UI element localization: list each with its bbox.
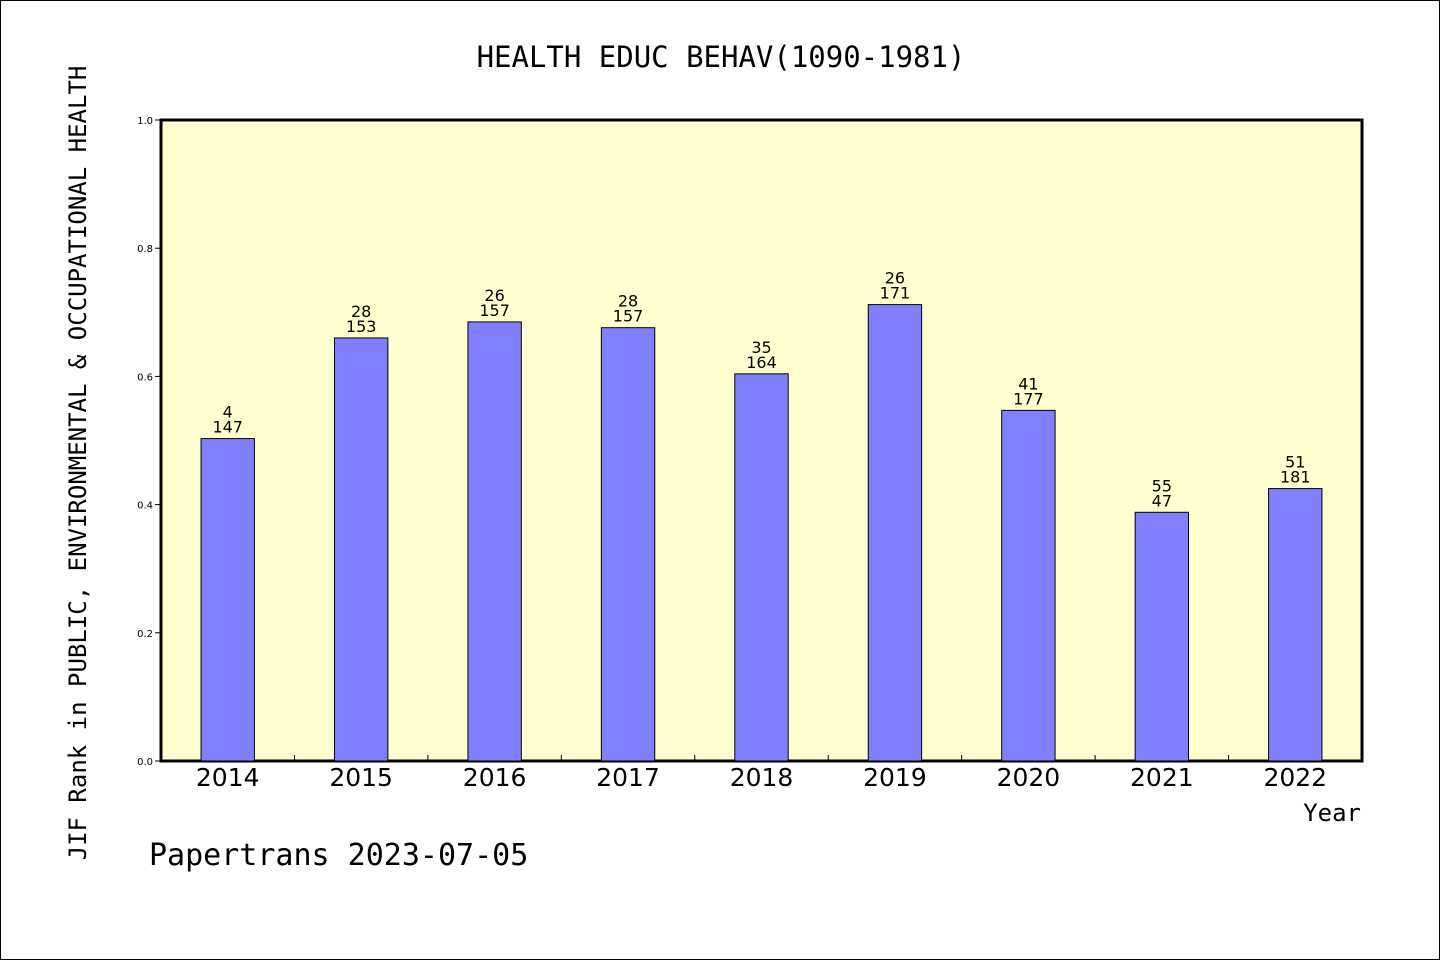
bar-total-label: 157	[613, 307, 644, 326]
footer-text: Papertrans 2023-07-05	[149, 838, 528, 873]
bar	[867, 304, 923, 762]
bar-series	[200, 304, 1323, 762]
bar	[1134, 511, 1190, 762]
x-tick-label: 2020	[997, 763, 1061, 792]
bar	[333, 337, 389, 762]
bar-total-label: 181	[1280, 468, 1311, 487]
bar	[600, 327, 656, 762]
bar-total-label: 164	[746, 353, 777, 372]
y-tick-label: 0.2	[137, 629, 153, 640]
y-tick-label: 0.6	[137, 372, 153, 383]
bar-rank-label: 26	[484, 286, 504, 305]
bar-total-label: 147	[212, 418, 243, 437]
bar	[734, 373, 789, 762]
bar-total-label: 153	[346, 317, 377, 336]
bar-total-label: 47	[1152, 491, 1172, 510]
x-tick-label: 2018	[730, 763, 794, 792]
y-tick-label: 0.4	[137, 501, 153, 512]
bar-rank-label: 51	[1285, 453, 1305, 472]
bar-total-label: 157	[479, 301, 510, 320]
bar	[467, 321, 522, 762]
x-tick-label: 2015	[329, 763, 393, 792]
bar-rank-label: 28	[351, 302, 371, 321]
bar	[1268, 488, 1323, 762]
bar	[1001, 409, 1056, 762]
bar-rank-label: 26	[885, 269, 905, 288]
bar-rank-label: 55	[1152, 476, 1172, 495]
bar-total-label: 177	[1013, 389, 1044, 408]
x-tick-label: 2017	[596, 763, 660, 792]
bar-rank-label: 41	[1018, 374, 1038, 393]
x-axis-label: Year	[1303, 799, 1361, 827]
y-tick-label: 1.0	[137, 116, 153, 127]
bar	[200, 438, 255, 762]
y-tick-label: 0.0	[137, 757, 153, 768]
x-tick-label: 2021	[1130, 763, 1194, 792]
y-tick-label: 0.8	[137, 244, 153, 255]
bar-total-label: 171	[880, 284, 911, 303]
chart-title: HEALTH EDUC BEHAV(1090-1981)	[477, 40, 966, 74]
y-axis-ticks: 0.0 0.2 0.4 0.6 0.8 1.0	[137, 116, 161, 768]
bar-rank-label: 28	[618, 292, 638, 311]
y-axis-label: JIF Rank in PUBLIC, ENVIRONMENTAL & OCCU…	[64, 66, 92, 861]
x-tick-label: 2014	[196, 763, 260, 792]
x-tick-label: 2019	[863, 763, 927, 792]
x-tick-label: 2022	[1263, 763, 1327, 792]
bar-rank-label: 4	[223, 403, 233, 422]
bar-rank-label: 35	[751, 338, 771, 357]
x-axis-ticks: 2014 2015 2016 2017 2018 2019 2020 2021 2022	[196, 755, 1327, 792]
x-tick-label: 2016	[463, 763, 527, 792]
